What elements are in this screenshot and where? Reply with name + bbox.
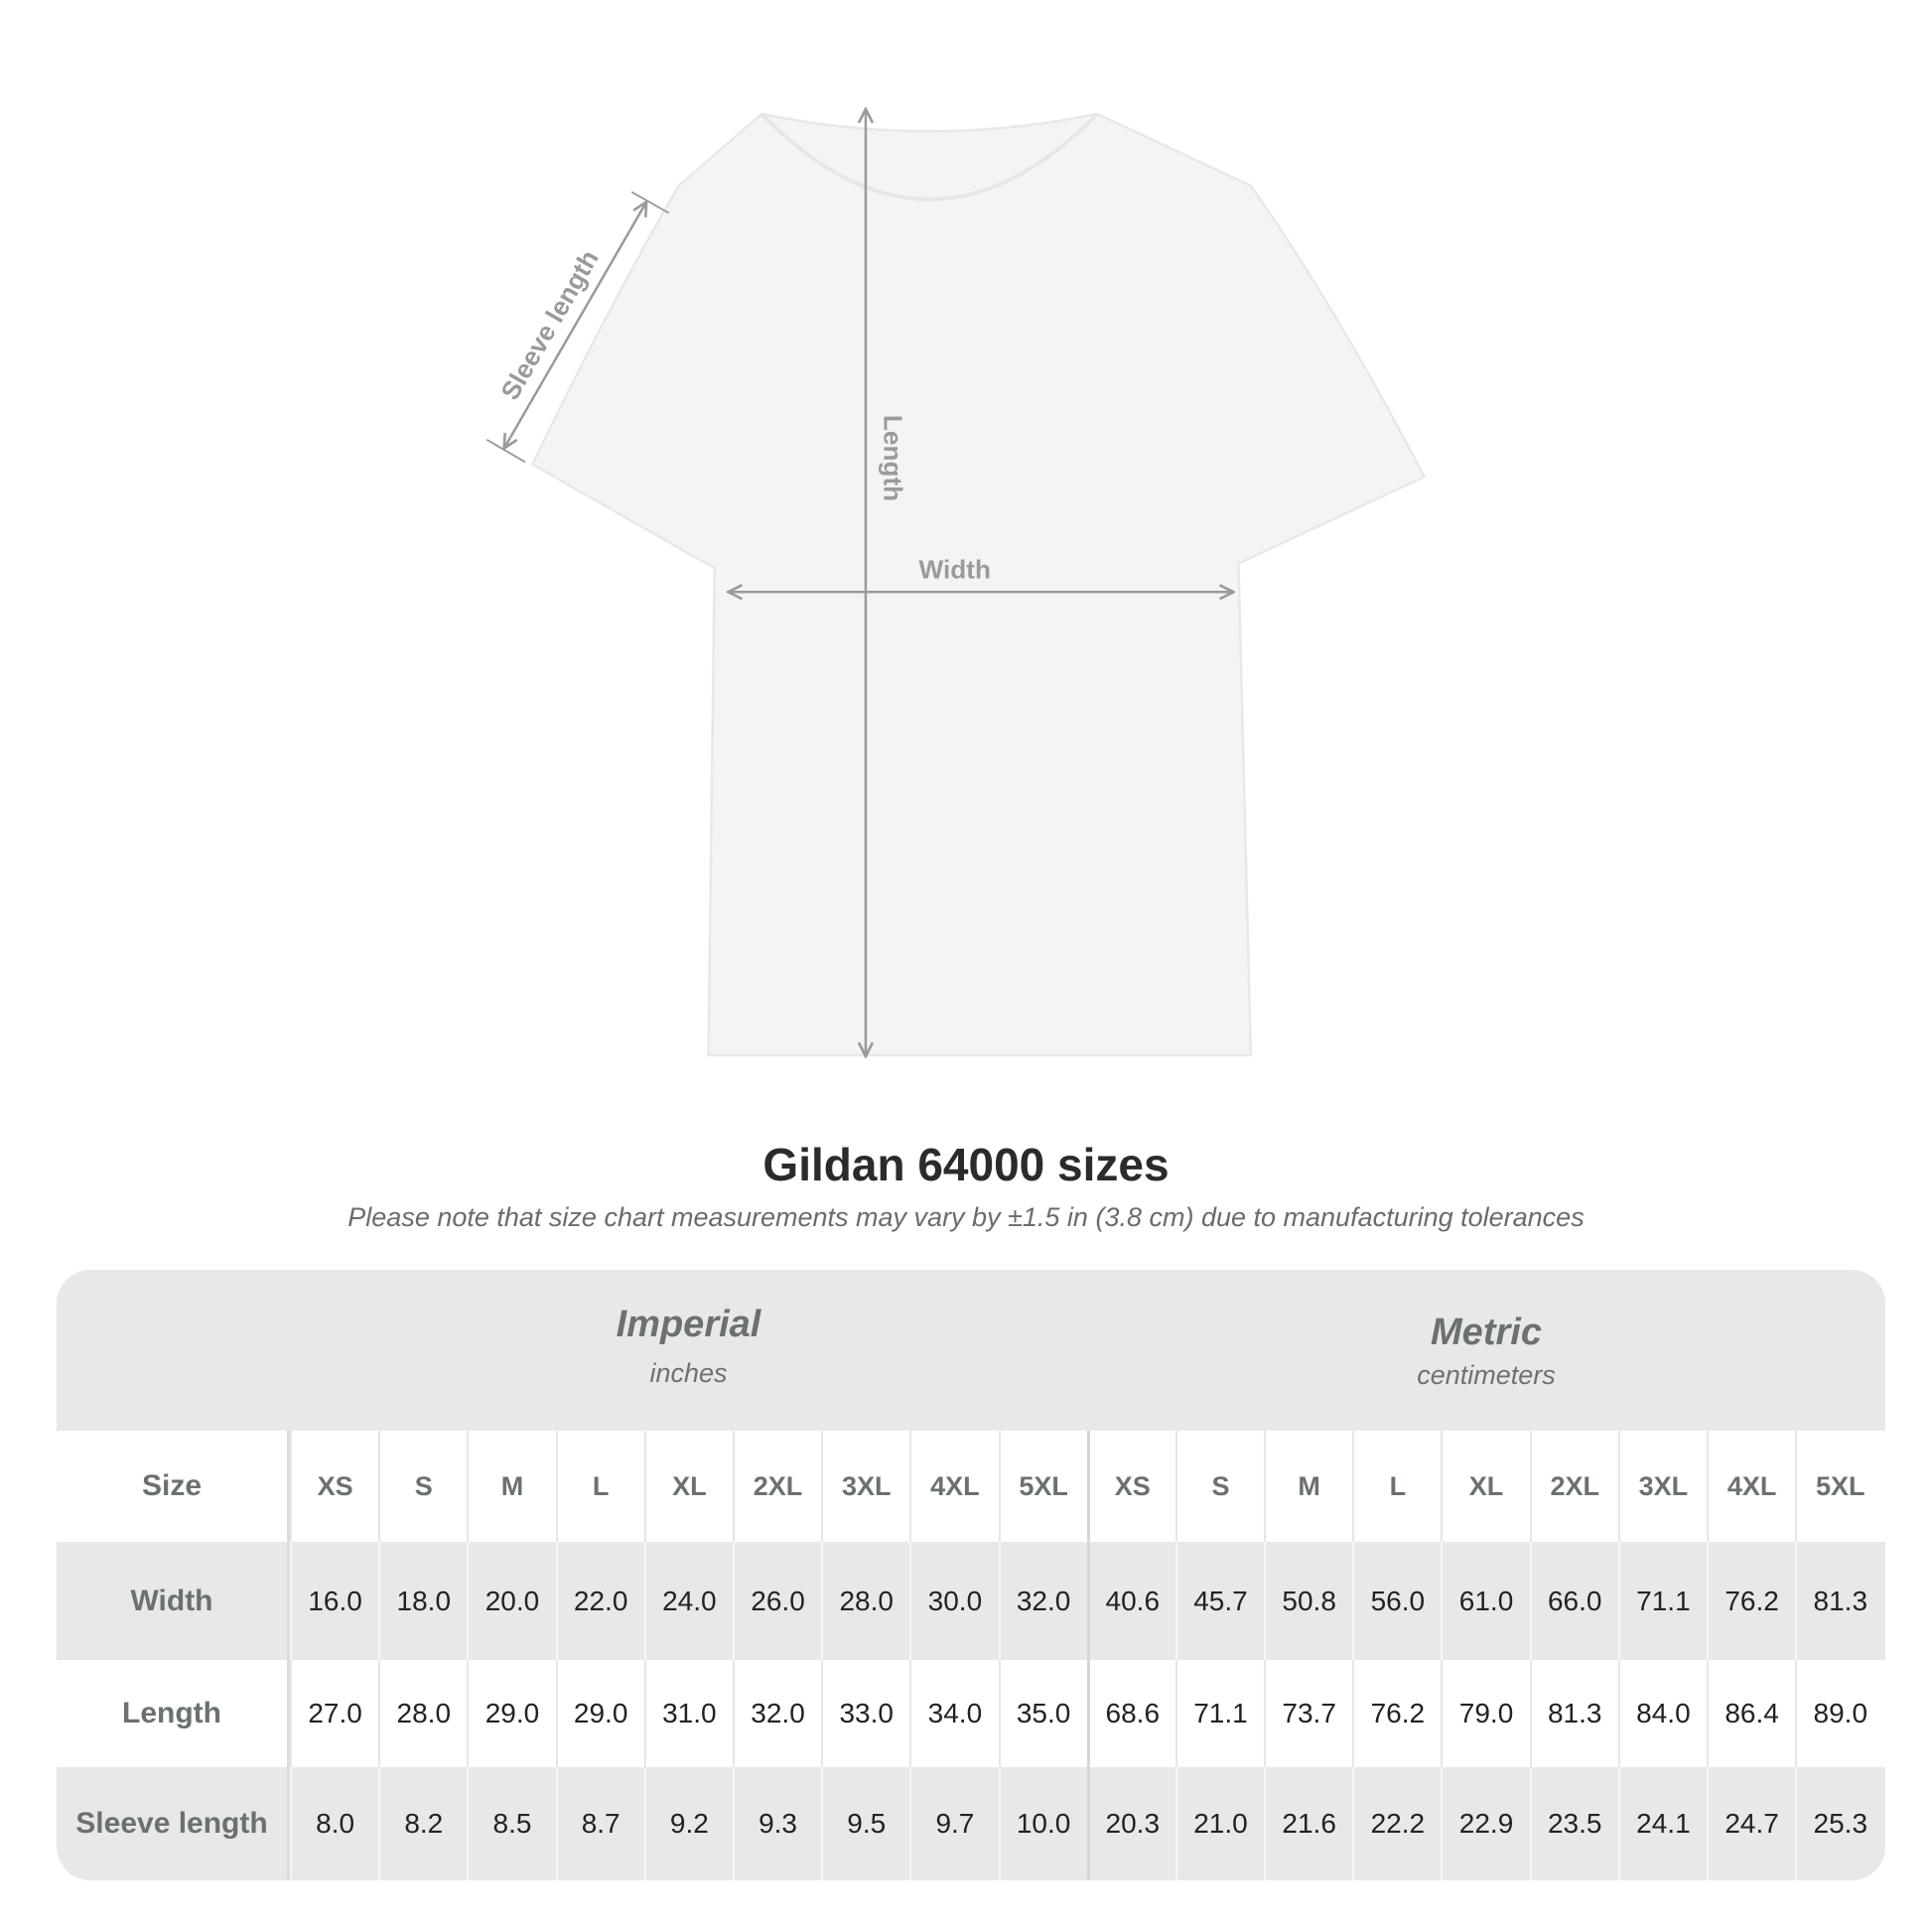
- metric-value-cell: 71.1: [1617, 1542, 1707, 1660]
- metric-value-cell: 79.0: [1441, 1660, 1529, 1767]
- metric-unit: centimeters: [1417, 1360, 1556, 1390]
- metric-value-cell: 86.4: [1707, 1660, 1795, 1767]
- metric-title: Metric: [1431, 1311, 1542, 1353]
- imperial-value-cell: 28.0: [378, 1660, 467, 1767]
- imperial-size-header: 4XL: [909, 1431, 998, 1542]
- imperial-size-header: XS: [290, 1431, 378, 1542]
- metric-value-cell: 25.3: [1795, 1767, 1883, 1880]
- metric-size-header: XS: [1086, 1431, 1175, 1542]
- collar: [759, 112, 1099, 202]
- imperial-value-cell: 30.0: [909, 1542, 998, 1660]
- metric-value-cell: 84.0: [1617, 1660, 1707, 1767]
- table-row: Sleeve length 8.0 8.2 8.5 8.7 9.2 9.3 9.5 9.7 10.…: [57, 1767, 1885, 1880]
- size-header-row: Size XS S M L XL 2XL 3XL 4XL 5XL XS S M L XL 2XL 3XL 4XL 5…: [57, 1431, 1885, 1542]
- imperial-unit: inches: [649, 1358, 728, 1388]
- imperial-value-cell: 29.0: [555, 1660, 644, 1767]
- size-table: Imperial inches Metric centimeters Size X…: [57, 1270, 1885, 1880]
- metric-value-cell: 24.1: [1617, 1767, 1707, 1880]
- metric-size-header: 3XL: [1617, 1431, 1707, 1542]
- metric-value-cell: 40.6: [1086, 1542, 1175, 1660]
- metric-size-header: 5XL: [1795, 1431, 1883, 1542]
- imperial-value-cell: 20.0: [467, 1542, 555, 1660]
- imperial-value-cell: 24.0: [643, 1542, 733, 1660]
- metric-header: Metric centimeters: [1087, 1311, 1885, 1391]
- imperial-value-cell: 16.0: [290, 1542, 378, 1660]
- metric-value-cell: 73.7: [1264, 1660, 1352, 1767]
- metric-size-header: S: [1174, 1431, 1264, 1542]
- imperial-size-header: S: [378, 1431, 467, 1542]
- row-label: Width: [57, 1542, 290, 1660]
- metric-value-cell: 61.0: [1441, 1542, 1529, 1660]
- metric-value-cell: 71.1: [1174, 1660, 1264, 1767]
- metric-value-cell: 81.3: [1795, 1542, 1883, 1660]
- metric-size-header: XL: [1441, 1431, 1529, 1542]
- page-title: Gildan 64000 sizes: [762, 1139, 1170, 1190]
- imperial-value-cell: 9.7: [909, 1767, 998, 1880]
- imperial-value-cell: 22.0: [555, 1542, 644, 1660]
- imperial-size-header: M: [467, 1431, 555, 1542]
- metric-size-header: L: [1352, 1431, 1441, 1542]
- metric-value-cell: 20.3: [1086, 1767, 1175, 1880]
- imperial-size-header: 2XL: [732, 1431, 821, 1542]
- metric-size-header: 4XL: [1707, 1431, 1795, 1542]
- metric-value-cell: 21.6: [1264, 1767, 1352, 1880]
- metric-value-cell: 50.8: [1264, 1542, 1352, 1660]
- imperial-value-cell: 28.0: [821, 1542, 909, 1660]
- width-label: Width: [919, 555, 991, 585]
- table-row: Length 27.0 28.0 29.0 29.0 31.0 32.0 33.0 34.0 35…: [57, 1660, 1885, 1767]
- imperial-size-header: 3XL: [821, 1431, 909, 1542]
- metric-size-header: 2XL: [1529, 1431, 1618, 1542]
- length-label: Length: [879, 415, 908, 501]
- imperial-size-header: L: [555, 1431, 644, 1542]
- imperial-value-cell: 32.0: [998, 1542, 1087, 1660]
- imperial-size-header: 5XL: [998, 1431, 1087, 1542]
- metric-value-cell: 68.6: [1086, 1660, 1175, 1767]
- imperial-value-cell: 34.0: [909, 1660, 998, 1767]
- metric-value-cell: 24.7: [1707, 1767, 1795, 1880]
- metric-value-cell: 76.2: [1707, 1542, 1795, 1660]
- imperial-value-cell: 35.0: [998, 1660, 1087, 1767]
- row-label: Size: [57, 1431, 290, 1542]
- row-label: Sleeve length: [57, 1767, 290, 1880]
- metric-value-cell: 45.7: [1174, 1542, 1264, 1660]
- imperial-header: Imperial inches: [290, 1304, 1087, 1389]
- imperial-value-cell: 26.0: [732, 1542, 821, 1660]
- imperial-value-cell: 8.0: [290, 1767, 378, 1880]
- row-label: Length: [57, 1660, 290, 1767]
- metric-value-cell: 21.0: [1174, 1767, 1264, 1880]
- imperial-value-cell: 33.0: [821, 1660, 909, 1767]
- metric-value-cell: 81.3: [1529, 1660, 1618, 1767]
- imperial-size-header: XL: [643, 1431, 733, 1542]
- metric-value-cell: 22.2: [1352, 1767, 1441, 1880]
- sleeve-arrow: [504, 202, 646, 448]
- imperial-value-cell: 9.3: [732, 1767, 821, 1880]
- imperial-title: Imperial: [616, 1304, 761, 1345]
- imperial-value-cell: 8.2: [378, 1767, 467, 1880]
- metric-value-cell: 22.9: [1441, 1767, 1529, 1880]
- imperial-value-cell: 10.0: [998, 1767, 1087, 1880]
- imperial-value-cell: 18.0: [378, 1542, 467, 1660]
- metric-value-cell: 23.5: [1529, 1767, 1618, 1880]
- metric-size-header: M: [1264, 1431, 1352, 1542]
- imperial-value-cell: 27.0: [290, 1660, 378, 1767]
- imperial-value-cell: 9.5: [821, 1767, 909, 1880]
- imperial-value-cell: 9.2: [643, 1767, 733, 1880]
- metric-value-cell: 76.2: [1352, 1660, 1441, 1767]
- tshirt-image: [530, 112, 1427, 1057]
- imperial-value-cell: 8.7: [555, 1767, 644, 1880]
- tolerance-note: Please note that size chart measurements…: [347, 1202, 1585, 1232]
- metric-value-cell: 56.0: [1352, 1542, 1441, 1660]
- metric-value-cell: 89.0: [1795, 1660, 1883, 1767]
- imperial-value-cell: 8.5: [467, 1767, 555, 1880]
- table-row: Width 16.0 18.0 20.0 22.0 24.0 26.0 28.0 30.0 32.…: [57, 1542, 1885, 1660]
- imperial-value-cell: 31.0: [643, 1660, 733, 1767]
- metric-value-cell: 66.0: [1529, 1542, 1618, 1660]
- imperial-value-cell: 29.0: [467, 1660, 555, 1767]
- imperial-value-cell: 32.0: [732, 1660, 821, 1767]
